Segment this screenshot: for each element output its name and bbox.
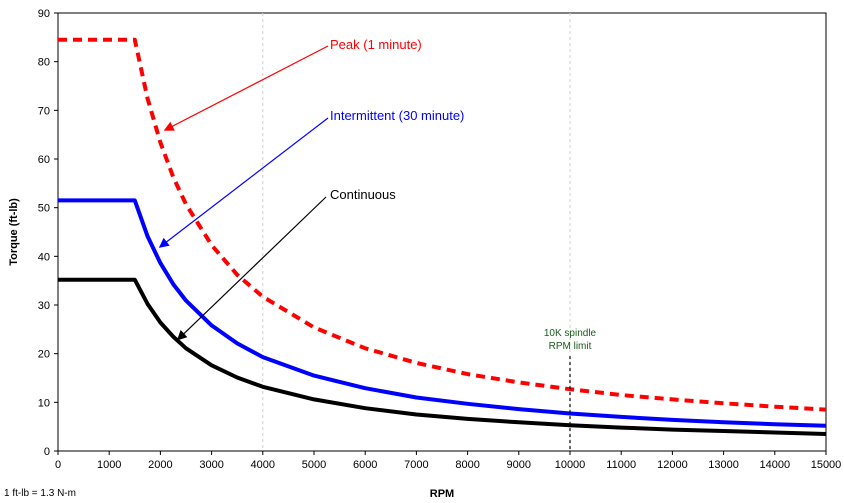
- peak-annotation-label: Peak (1 minute): [330, 37, 422, 52]
- y-tick-label: 0: [44, 446, 50, 458]
- x-tick-label: 9000: [507, 459, 531, 471]
- y-tick-label: 40: [38, 251, 50, 263]
- x-tick-label: 6000: [353, 459, 377, 471]
- y-tick-label: 50: [38, 203, 50, 215]
- continuous-annotation-arrow: [176, 196, 327, 341]
- y-tick-label: 10: [38, 397, 50, 409]
- x-tick-label: 14000: [760, 459, 791, 471]
- x-tick-label: 0: [55, 459, 61, 471]
- intermittent-annotation-arrow: [158, 117, 329, 248]
- rpm-limit-marker: 10K spindle RPM limit: [544, 328, 597, 451]
- y-tick-label: 60: [38, 154, 50, 166]
- series-layer: [58, 37, 827, 436]
- y-tick-label: 70: [38, 105, 50, 117]
- rpm-limit-label-line1: 10K spindle: [544, 328, 597, 339]
- intermittent-annotation-label: Intermittent (30 minute): [330, 108, 464, 123]
- series-line-continuous: [58, 277, 827, 436]
- rpm-limit-label-line2: RPM limit: [549, 341, 592, 352]
- x-tick-label: 4000: [251, 459, 275, 471]
- x-tick-label: 8000: [455, 459, 479, 471]
- x-axis-title: RPM: [430, 488, 454, 500]
- plot-area: [57, 12, 827, 452]
- x-tick-label: 15000: [811, 459, 842, 471]
- x-tick-label: 12000: [657, 459, 688, 471]
- annotations: Peak (1 minute) Intermittent (30 minute)…: [158, 37, 464, 341]
- y-tick-label: 30: [38, 300, 50, 312]
- y-tick-label: 20: [38, 349, 50, 361]
- peak-annotation-arrow: [163, 45, 329, 131]
- grid-lines: [262, 13, 571, 451]
- x-tick-label: 13000: [708, 459, 739, 471]
- x-tick-label: 2000: [148, 459, 172, 471]
- x-tick-label: 11000: [606, 459, 636, 471]
- x-axis-ticks: 0 1000 2000 3000 4000 5000 6000 7000 8000 9000 100…: [55, 451, 841, 471]
- y-axis-title: Torque (ft-lb): [8, 198, 20, 266]
- x-tick-label: 7000: [404, 459, 428, 471]
- x-tick-label: 10000: [555, 459, 586, 471]
- continuous-annotation-label: Continuous: [330, 187, 396, 202]
- y-axis-ticks: 0 10 20 30 40 50 60 70 80 90: [38, 8, 58, 458]
- unit-conversion-note: 1 ft-lb = 1.3 N-m: [4, 488, 76, 499]
- series-line-intermittent-30-minute: [58, 198, 827, 428]
- y-tick-label: 80: [38, 57, 50, 69]
- x-tick-label: 3000: [199, 459, 223, 471]
- x-tick-label: 1000: [97, 459, 121, 471]
- x-tick-label: 5000: [302, 459, 326, 471]
- y-tick-label: 90: [38, 8, 50, 20]
- series-line-peak-1-minute: [58, 37, 827, 412]
